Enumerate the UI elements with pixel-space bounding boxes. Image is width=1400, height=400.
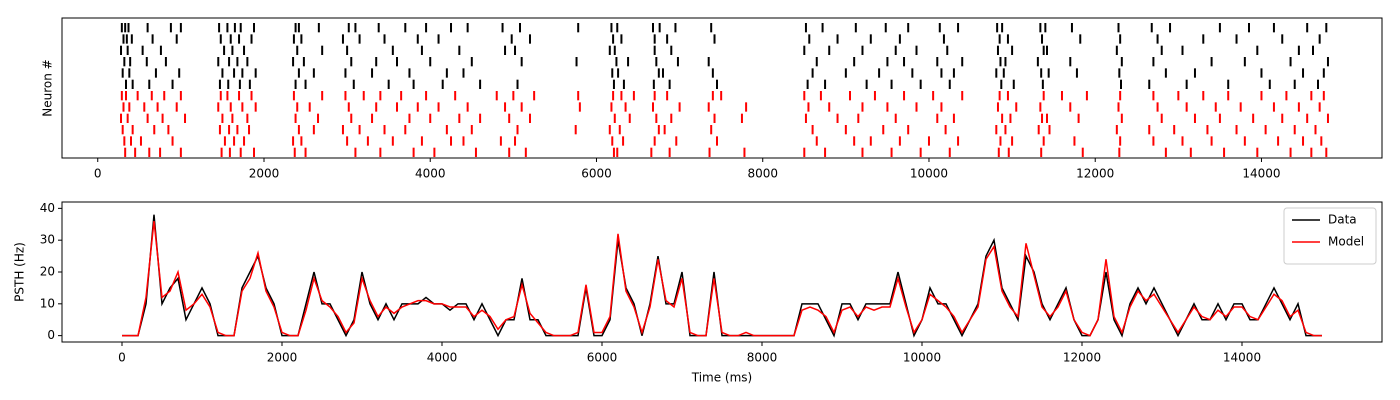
x-tick-label: 10000 [903, 351, 941, 365]
series-line [122, 214, 1322, 338]
x-tick-label: 8000 [747, 167, 778, 181]
series-line [122, 221, 1322, 337]
y-axis-label: PSTH (Hz) [13, 242, 27, 302]
x-tick-label: 4000 [415, 167, 446, 181]
x-tick-label: 12000 [1063, 351, 1101, 365]
y-tick-label: 20 [40, 265, 55, 279]
axes-frame [61, 17, 1383, 159]
legend: Data Model [1283, 207, 1377, 265]
y-tick-label: 40 [40, 201, 55, 215]
x-tick-label: 14000 [1223, 351, 1261, 365]
x-tick-label: 0 [94, 167, 102, 181]
x-tick-label: 4000 [427, 351, 458, 365]
x-tick-label: 2000 [249, 167, 280, 181]
x-tick-label: 10000 [910, 167, 948, 181]
legend-label: Model [1328, 235, 1364, 249]
legend-box [1283, 207, 1377, 265]
x-tick-label: 2000 [267, 351, 298, 365]
x-tick-label: 0 [118, 351, 126, 365]
y-tick-label: 10 [40, 296, 55, 310]
legend-label: Data [1328, 213, 1357, 227]
x-tick-label: 6000 [581, 167, 612, 181]
x-axis-label: Time (ms) [691, 371, 753, 385]
x-tick-label: 14000 [1242, 167, 1280, 181]
y-tick-label: 30 [40, 233, 55, 247]
y-tick-label: 0 [47, 328, 55, 342]
x-tick-label: 8000 [747, 351, 778, 365]
x-tick-label: 6000 [587, 351, 618, 365]
x-tick-label: 12000 [1076, 167, 1114, 181]
y-axis-label: Neuron # [41, 59, 55, 116]
axes-frame [61, 201, 1383, 343]
